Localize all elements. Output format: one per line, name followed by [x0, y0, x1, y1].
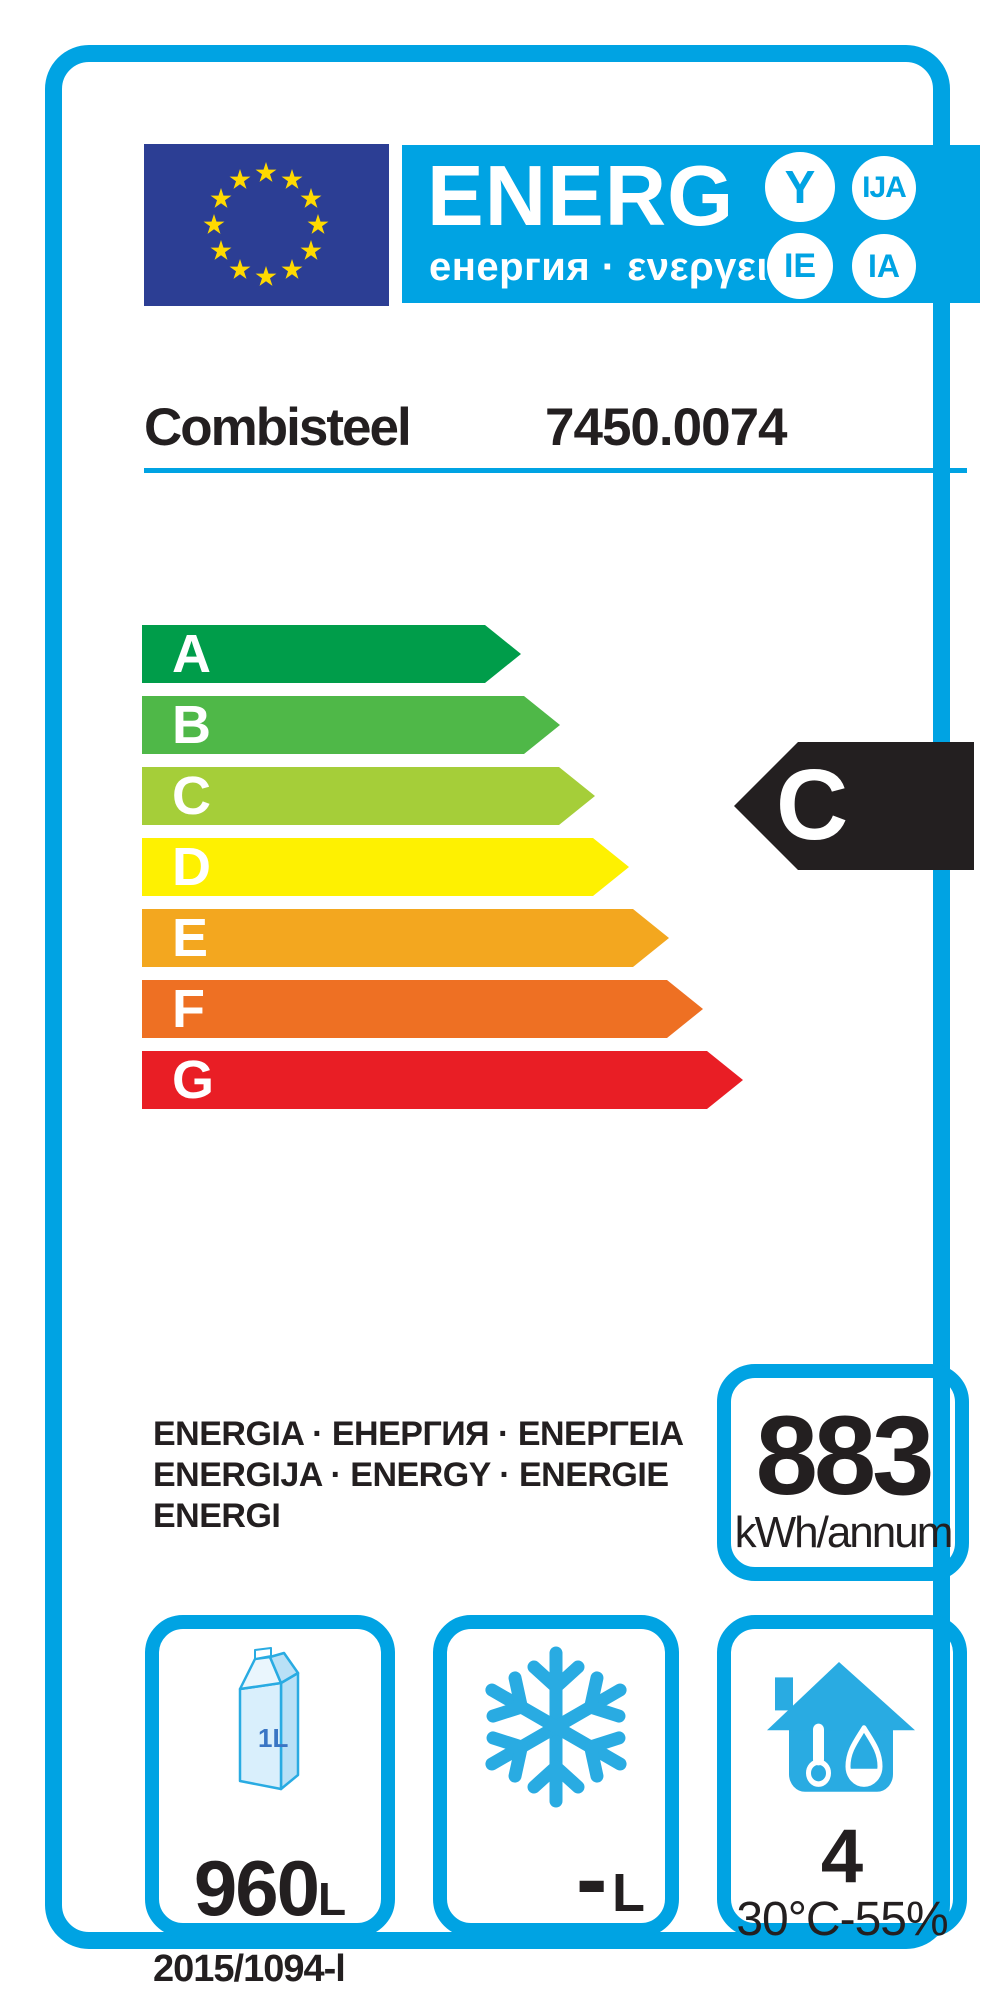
language-circle-ia: IA: [852, 234, 916, 298]
scale-bar-letter: B: [172, 695, 211, 755]
circle-label: IA: [868, 247, 900, 284]
consumption-unit: kWh/annum: [734, 1508, 954, 1557]
model-identifier: 7450.0074: [545, 398, 788, 457]
scale-bar-letter: C: [172, 766, 211, 826]
scale-bar-e: E: [142, 909, 669, 967]
circle-label: IE: [783, 246, 817, 285]
rating-arrow: C: [734, 742, 974, 870]
droplet-icon: [845, 1725, 883, 1787]
eu-flag-stars: [203, 162, 329, 286]
scale-bar-letter: G: [172, 1050, 215, 1110]
scale-bar-letter: A: [172, 624, 211, 684]
regulation-reference: 2015/1094-l: [153, 1948, 346, 1990]
energ-logo-subtext: енергия · ενεργεια: [429, 245, 794, 289]
energy-word-list: ENERGIA · ЕНЕРГИЯ · ENEPΓEIA ENERGIJA · …: [153, 1414, 684, 1537]
frozen-volume-box: - L: [433, 1615, 679, 1937]
circle-label: IJA: [862, 171, 907, 204]
energy-word-line: ENERGI: [153, 1497, 281, 1535]
climate-range-value: 30°C-55%: [736, 1893, 948, 1946]
frozen-volume-unit: L: [612, 1863, 645, 1923]
scale-bar-d: D: [142, 838, 629, 896]
scale-bar-letter: E: [172, 908, 209, 968]
milk-carton-icon: 1L: [238, 1647, 300, 1791]
thermometer-icon: [806, 1723, 831, 1787]
eu-flag-icon: [144, 144, 389, 306]
frozen-volume-value-row: - L: [576, 1832, 645, 1927]
snowflake-icon: [474, 1645, 638, 1809]
energy-label: ENERG енергия · ενεργεια Y IJA IE IA Com…: [45, 45, 980, 1990]
scale-bar-b: B: [142, 696, 560, 754]
scale-bar-g: G: [142, 1051, 743, 1109]
energ-logo-text: ENERG: [427, 149, 735, 244]
scale-bar-c: C: [142, 767, 595, 825]
climate-house-icon: [767, 1662, 915, 1792]
chilled-volume-value-row: 960L: [159, 1849, 381, 1927]
language-circle-ija: IJA: [852, 156, 916, 220]
roof-shape: [767, 1662, 915, 1731]
supplier-name: Combisteel: [144, 398, 412, 457]
scale-bar-a: A: [142, 625, 521, 683]
chilled-volume-value: 960: [193, 1844, 320, 1932]
energ-logo-band: ENERG енергия · ενεργεια Y IJA IE IA: [402, 145, 980, 303]
energy-word-line: ENERGIA · ЕНЕРГИЯ · ENEPΓEIA: [153, 1415, 684, 1453]
header-divider: [144, 468, 967, 473]
chimney-shape: [775, 1677, 793, 1711]
chilled-volume-box: 1L 960L: [145, 1615, 395, 1937]
circle-label: Y: [784, 161, 816, 213]
carton-label: 1L: [258, 1723, 288, 1753]
rating-grade: C: [776, 749, 849, 861]
consumption-value: 883: [755, 1393, 935, 1518]
scale-bar-f: F: [142, 980, 703, 1038]
chilled-volume-unit: L: [318, 1873, 347, 1925]
language-circle-ie: IE: [767, 233, 833, 299]
climate-class-box: 4 30°C-55%: [717, 1615, 967, 1945]
frozen-volume-value: -: [575, 1826, 608, 1932]
scale-bar-letter: D: [172, 837, 211, 897]
scale-bar-letter: F: [172, 979, 205, 1039]
climate-class-value: 4: [820, 1814, 864, 1899]
annual-consumption-box: 883 kWh/annum: [717, 1364, 969, 1581]
energy-word-line: ENERGIJA · ENERGY · ENERGIE: [153, 1456, 669, 1494]
language-circle-y: Y: [765, 152, 835, 222]
